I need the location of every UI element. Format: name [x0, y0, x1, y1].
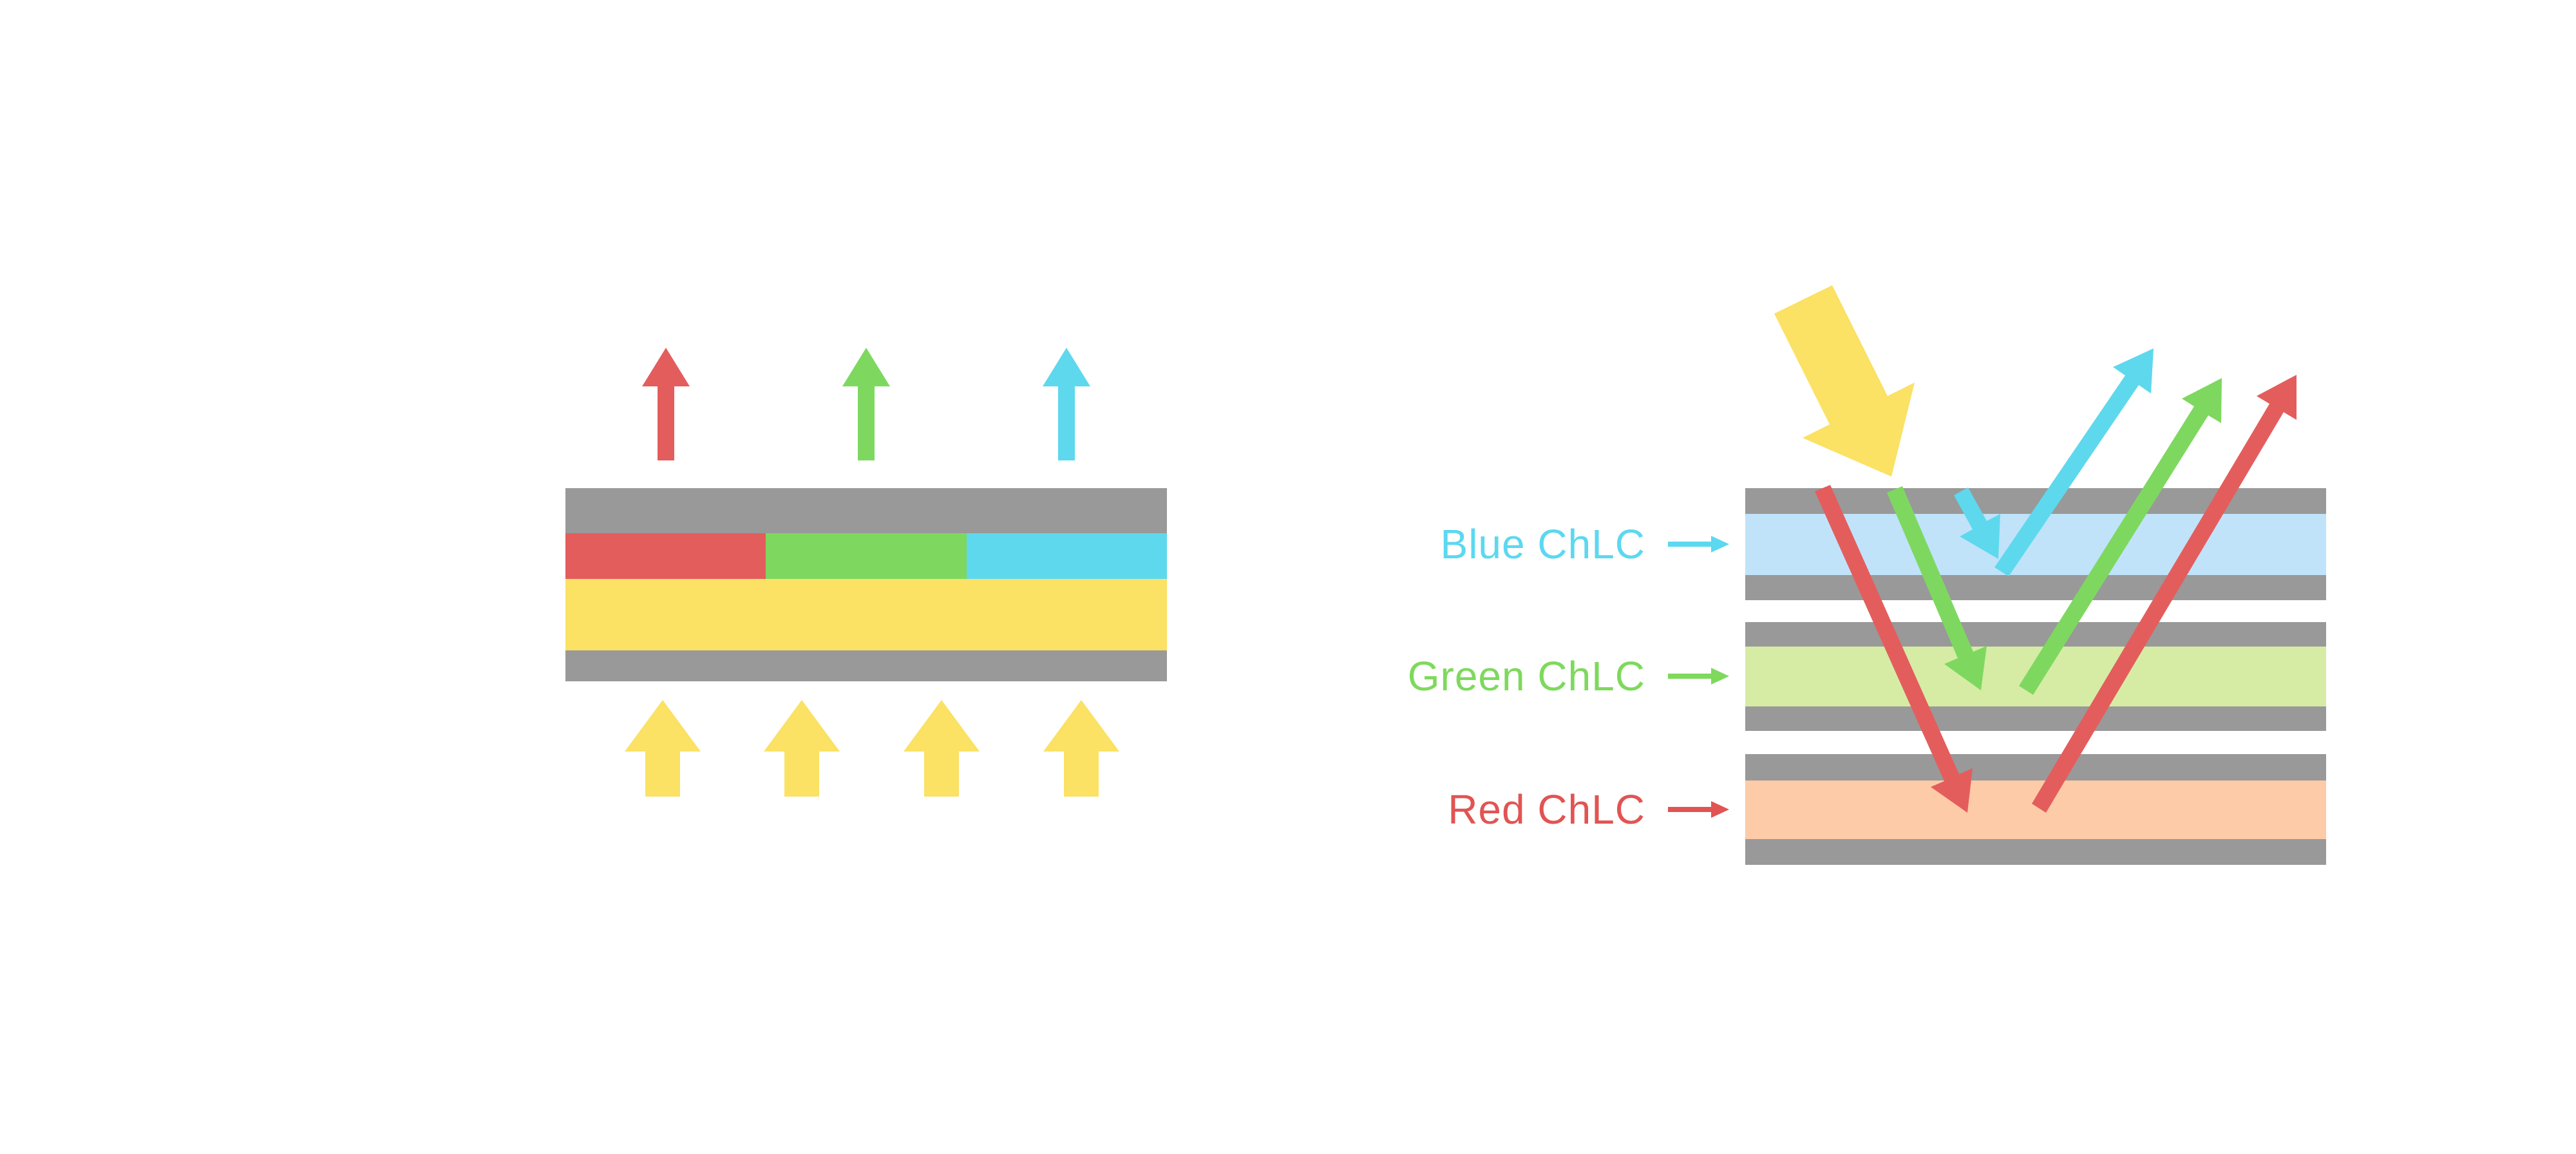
- cyan-refracted-arrow: [1954, 487, 2000, 559]
- red-refracted-arrow: [1815, 485, 1973, 813]
- backlight-arrow: [1043, 700, 1119, 797]
- substrate-bar: [1745, 706, 2326, 731]
- green-chlc-pointer-arrow: [1668, 668, 1729, 685]
- red-output-arrow: [642, 348, 690, 460]
- cyan-reflected-arrow: [1994, 348, 2154, 576]
- cyan-filter-segment: [967, 533, 1167, 579]
- red-chlc-pointer-arrow: [1668, 801, 1729, 818]
- substrate-bar: [1745, 575, 2326, 600]
- backlight-layer: [565, 579, 1167, 650]
- red-chlc-label: Red ChLC: [1448, 786, 1645, 833]
- backlight-arrow: [764, 700, 840, 797]
- green-reflected-arrow: [2019, 378, 2222, 695]
- green-filter-segment: [766, 533, 967, 579]
- cyan-output-arrow: [1043, 348, 1090, 460]
- bottom-substrate-bar: [565, 650, 1167, 681]
- green-output-arrow: [842, 348, 890, 460]
- blue-chlc-pointer-arrow: [1668, 536, 1729, 553]
- substrate-bar: [1745, 839, 2326, 865]
- backlight-arrow: [625, 700, 701, 797]
- red-filter-segment: [565, 533, 766, 579]
- substrate-bar: [1745, 622, 2326, 647]
- right-diagram: Blue ChLC Green ChLC Red ChLC: [1408, 285, 2326, 865]
- substrate-bar: [1745, 754, 2326, 780]
- backlight-arrow: [904, 700, 980, 797]
- green-refracted-arrow: [1887, 486, 1987, 690]
- blue-chlc-label: Blue ChLC: [1441, 521, 1646, 567]
- top-substrate-bar: [565, 488, 1167, 533]
- red-reflected-arrow: [2032, 375, 2297, 813]
- red-chlc-layer: [1745, 780, 2326, 839]
- left-diagram: [565, 348, 1167, 797]
- green-chlc-label: Green ChLC: [1408, 653, 1645, 699]
- incident-light-arrow: [1774, 285, 1915, 477]
